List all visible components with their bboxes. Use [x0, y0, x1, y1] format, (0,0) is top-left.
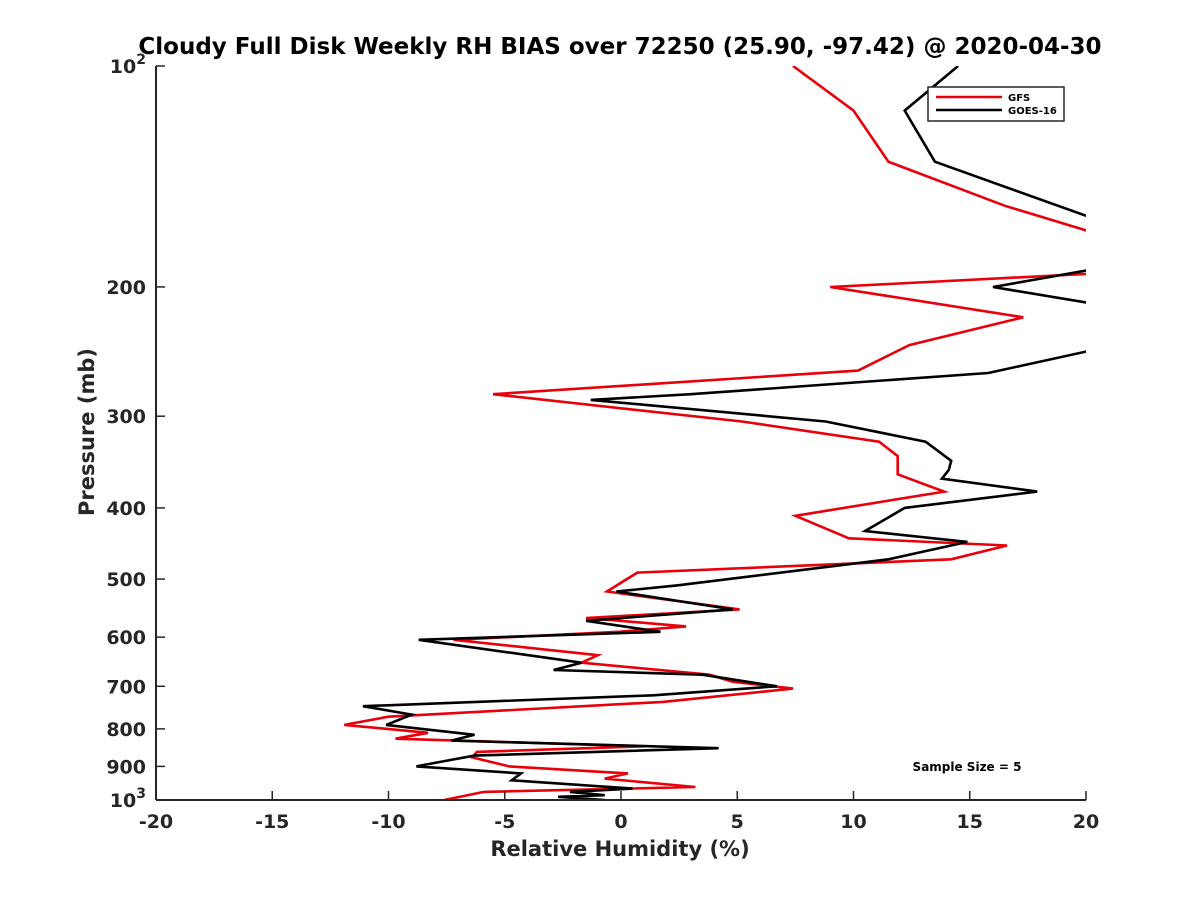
x-tick-label: -15: [255, 811, 289, 833]
y-axis-label: Pressure (mb): [75, 348, 99, 516]
legend-label: GOES-16: [1008, 106, 1057, 117]
series-group: [344, 66, 1086, 800]
x-tick-label: 0: [614, 811, 627, 833]
y-tick-label: 800: [106, 719, 146, 741]
chart-title: Cloudy Full Disk Weekly RH BIAS over 722…: [138, 34, 1101, 60]
x-tick-label: 15: [957, 811, 983, 833]
sample-size-annotation: Sample Size = 5: [913, 760, 1022, 774]
y-tick-label: 500: [106, 569, 146, 591]
series-line-gfs: [344, 66, 1086, 800]
x-tick-label: 10: [840, 811, 866, 833]
series-line-goes-16: [362, 66, 1086, 800]
x-tick-label: -5: [494, 811, 515, 833]
legend: GFS GOES-16: [927, 86, 1065, 122]
tick-labels: -20 -15 -10 -5 0 5 10 15 20 102 200 300 400 500 600 700…: [106, 52, 1099, 833]
x-tick-label: -10: [371, 811, 405, 833]
x-axis-label: Relative Humidity (%): [490, 837, 749, 861]
legend-label: GFS: [1008, 93, 1030, 104]
y-tick-label: 300: [106, 406, 146, 428]
y-tick-label: 600: [106, 627, 146, 649]
axes: [155, 65, 1087, 801]
y-tick-label: 200: [106, 277, 146, 299]
x-tick-label: 5: [731, 811, 744, 833]
y-tick-label: 900: [106, 756, 146, 778]
legend-box: [927, 86, 1065, 122]
y-tick-label: 103: [110, 786, 146, 812]
y-tick-label: 700: [106, 676, 146, 698]
x-tick-label: -20: [139, 811, 173, 833]
y-tick-label: 400: [106, 498, 146, 520]
y-tick-label: 102: [110, 52, 146, 78]
x-tick-label: 20: [1073, 811, 1099, 833]
